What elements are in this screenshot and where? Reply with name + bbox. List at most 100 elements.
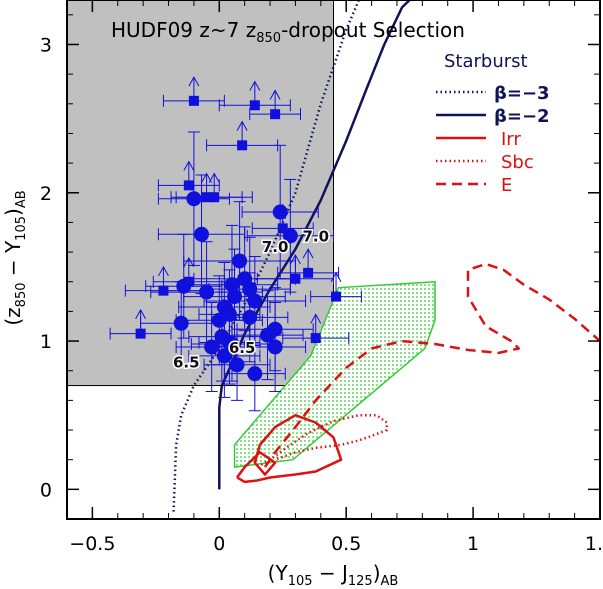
- svg-text:(Y105 − J125)AB: (Y105 − J125)AB: [268, 561, 399, 589]
- axes-frame: [66, 0, 601, 520]
- xlabel-end-sub: AB: [381, 574, 399, 589]
- detection-marker: [260, 327, 276, 343]
- limit-point: [206, 120, 279, 152]
- limit-point: [218, 80, 291, 112]
- legend-entry-irr: Irr: [436, 129, 521, 150]
- title-tail: -dropout Selection: [281, 18, 465, 42]
- chart-title: HUDF09 z~7 z850-dropout Selection: [111, 18, 465, 46]
- legend-label-irr: Irr: [501, 129, 521, 150]
- y-axis-label: (z850 − Y105)AB: [1, 190, 29, 325]
- detection-marker: [224, 336, 240, 352]
- ylabel-b-sub: 105: [14, 216, 29, 241]
- detection-point: [223, 336, 286, 412]
- limit-arrow-head: [188, 76, 200, 87]
- legend-label-e: E: [501, 175, 512, 196]
- limit-marker: [158, 285, 169, 296]
- detection-marker: [216, 348, 232, 364]
- ylabel-close: ): [1, 208, 25, 216]
- limit-arrow-head: [302, 248, 314, 259]
- limit-arrow-head: [277, 203, 289, 214]
- redshift-label: 6.5: [229, 339, 256, 357]
- track-e: [263, 262, 600, 468]
- detection-marker: [242, 309, 258, 325]
- detection-marker: [247, 366, 263, 382]
- limit-marker: [303, 267, 314, 278]
- detection-point: [203, 328, 271, 401]
- plot-frame: [66, 0, 601, 520]
- limit-marker: [201, 192, 212, 203]
- limit-point: [170, 172, 243, 204]
- x-axis-label: (Y105 − J125)AB: [268, 561, 399, 589]
- limit-marker: [183, 276, 194, 287]
- limit-marker: [188, 95, 199, 106]
- limit-arrow-head: [269, 89, 281, 100]
- axis-ticks: −0.5 0 0.5 1 1.5 0 1 2 3: [40, 0, 603, 555]
- limit-arrow-head: [183, 160, 195, 171]
- x-tick-label: 1.5: [585, 533, 603, 555]
- x-tick-label: 0: [213, 533, 225, 555]
- limit-point: [282, 313, 350, 345]
- limit-arrow-head: [183, 256, 195, 268]
- limit-marker: [135, 328, 146, 339]
- y-tick-label: 1: [40, 331, 52, 353]
- detection-marker: [211, 312, 227, 328]
- detection-point: [140, 281, 223, 366]
- ylabel-mid: − Y: [1, 240, 25, 282]
- limit-arrow-head: [208, 172, 220, 183]
- limit-marker: [331, 291, 342, 302]
- y-tick-label: 0: [40, 479, 52, 501]
- detection-marker: [272, 204, 288, 220]
- plot-layer: 7.0 7.0 6.5 6.5: [67, 0, 600, 512]
- limit-arrow-head: [310, 313, 322, 324]
- y-tick-label: 3: [40, 34, 52, 56]
- legend-entry-e: E: [436, 175, 512, 196]
- detection-point: [188, 313, 261, 398]
- limit-marker: [183, 180, 194, 191]
- redshift-label: 6.5: [173, 354, 200, 372]
- detection-marker: [267, 339, 283, 355]
- xlabel-a-sub: 105: [288, 574, 313, 589]
- limit-point: [124, 265, 203, 297]
- legend-label-beta-3: β=−3: [494, 83, 550, 104]
- limit-marker: [290, 273, 301, 284]
- detection-marker: [229, 357, 245, 373]
- xlabel-a: (Y: [268, 561, 289, 585]
- legend-label-beta-2: β=−2: [494, 106, 550, 127]
- detection-marker: [186, 191, 202, 207]
- limit-marker: [277, 223, 288, 234]
- detection-marker: [173, 315, 189, 331]
- legend: Starburst β=−3 β=−2 Irr Sbc E: [436, 51, 550, 196]
- x-tick-label: −0.5: [69, 533, 115, 555]
- y-tick-label: 2: [40, 183, 52, 205]
- xlabel-close: ): [373, 561, 381, 585]
- limit-point: [310, 271, 362, 303]
- limit-marker: [270, 109, 281, 120]
- legend-entry-beta-2: β=−2: [436, 106, 550, 127]
- detection-point: [241, 144, 319, 280]
- svg-text:(z850 − Y105)AB: (z850 − Y105)AB: [1, 190, 29, 325]
- track-irr: [236, 413, 343, 484]
- limit-point: [109, 308, 172, 340]
- detection-marker: [227, 289, 243, 305]
- legend-label-sbc: Sbc: [501, 152, 534, 173]
- svg-text:HUDF09 z~7 z850-dropout Select: HUDF09 z~7 z850-dropout Selection: [111, 18, 465, 46]
- limit-arrow-head: [289, 254, 301, 265]
- limit-point: [251, 203, 314, 235]
- detection-marker: [194, 226, 210, 242]
- limit-arrow-head: [135, 308, 147, 320]
- selection-region: [67, 0, 334, 387]
- limit-arrow-head: [158, 265, 169, 277]
- limit-marker: [310, 333, 321, 344]
- xlabel-b-sub: 125: [348, 574, 373, 589]
- detection-point: [175, 302, 248, 392]
- redshift-label: 7.0: [262, 238, 289, 256]
- xlabel-mid: − J: [313, 561, 348, 585]
- title-sub: 850: [256, 31, 281, 46]
- limit-point: [152, 256, 225, 288]
- detection-point: [157, 131, 230, 266]
- limit-arrow-head: [249, 80, 261, 91]
- legend-entry-beta-3: β=−3: [436, 83, 550, 104]
- x-tick-label: 0.5: [331, 533, 361, 555]
- legend-entry-sbc: Sbc: [436, 152, 534, 173]
